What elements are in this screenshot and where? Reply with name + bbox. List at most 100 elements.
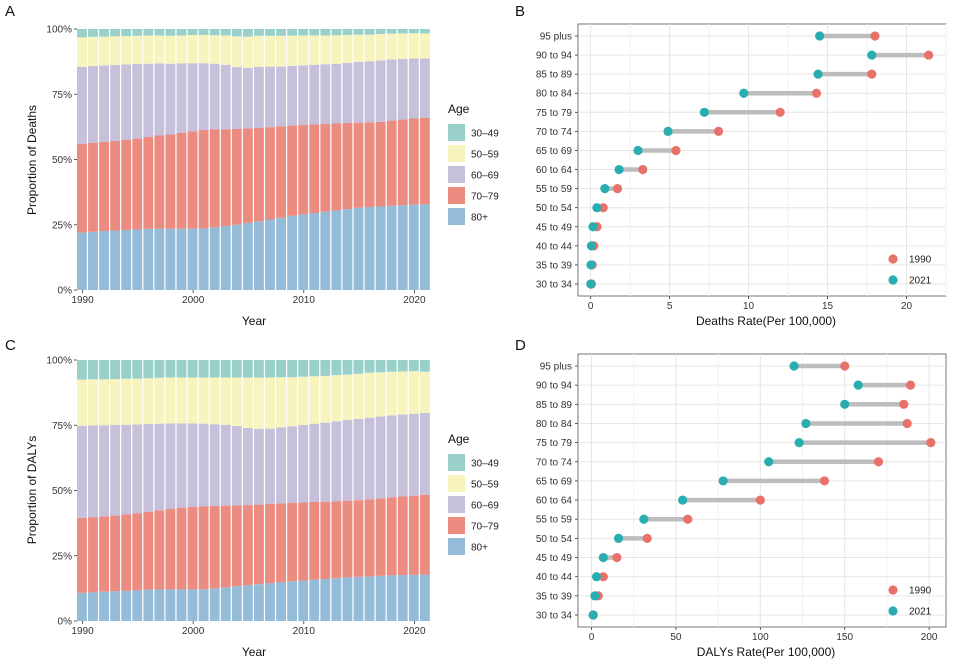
panel-b-category-label-90-to-94: 90 to 94 [536, 51, 573, 62]
panel-d-plot [577, 353, 947, 628]
panel-a-legend-swatch-70-79 [448, 187, 465, 204]
panel-c-bar-2006-30-49 [254, 360, 264, 378]
panel-d-point-1990-50-to-54 [642, 533, 652, 543]
panel-a-bar-1996-80 [143, 228, 154, 290]
panel-a-bar-2019-70-79 [397, 119, 408, 206]
panel-a-bar-2000-30-49 [187, 29, 198, 35]
panel-a-bar-2014-80 [342, 209, 353, 290]
panel-c-x-tick-label: 2010 [293, 626, 316, 637]
panel-c-bar-2015-70-79 [353, 500, 364, 577]
panel-c-bar-2017-80 [375, 575, 386, 621]
panel-c-x-ticks: 1990 2000 2010 2020 [71, 621, 426, 637]
panel-c-bar-2019-60-69 [397, 414, 408, 497]
panel-d-category-label-65-to-69: 65 to 69 [536, 476, 573, 487]
panel-a-bar-2021-70-79 [419, 117, 430, 205]
panel-a-y-tick-label: 75% [52, 90, 72, 101]
panel-a-bar-1990-50-59 [77, 37, 87, 67]
panel-a-bar-2008-80 [276, 217, 286, 290]
panel-c-bar-1990-70-79 [77, 517, 87, 593]
panel-c-bar-2000-80 [187, 589, 198, 621]
panel-c-bar-2014-60-69 [342, 420, 353, 501]
panel-a-bar-1997-80 [154, 228, 165, 290]
panel-b-point-2021-60-to-64 [614, 164, 624, 175]
panel-c-y-title: Proportion of DALYs [25, 436, 39, 545]
panel-a-bar-2006-60-69 [254, 66, 264, 128]
panel-c-legend-swatch-60-69 [448, 496, 465, 513]
panel-c-bar-2011-50-59 [309, 376, 320, 424]
panel-d-category-label-95-plus: 95 plus [540, 362, 572, 373]
panel-a-bar-2014-30-49 [342, 29, 353, 35]
panel-c-legend-label-30-49: 30–49 [471, 459, 499, 470]
panel-b-x-tick-label: 20 [901, 301, 913, 312]
panel-d-y-ticks: 95 plus 90 to 94 85 to 89 80 to 84 75 to 79 7… [536, 362, 578, 622]
panel-c-bar-2004-50-59 [231, 377, 242, 427]
panel-a-bar-2019-60-69 [397, 59, 408, 120]
panel-a-bar-2007-60-69 [265, 66, 275, 128]
panel-c-bar-2018-50-59 [386, 371, 397, 416]
panel-c-bar-2007-30-49 [265, 360, 275, 378]
panel-c-bar-2021-30-49 [419, 360, 430, 372]
panel-b-category-label-80-to-84: 80 to 84 [536, 89, 573, 100]
panel-c-bar-1994-30-49 [121, 360, 132, 379]
panel-a-bar-2017-80 [375, 206, 386, 290]
panel-d-category-label-40-to-44: 40 to 44 [536, 572, 573, 583]
panel-c-bar-2018-60-69 [386, 415, 397, 498]
panel-a-bar-2015-80 [353, 207, 364, 290]
panel-a-y-tick-label: 0% [58, 286, 73, 297]
panel-c-bar-1991-50-59 [88, 379, 98, 426]
panel-c-bar-2004-60-69 [231, 426, 242, 506]
panel-d-category-label-60-to-64: 60 to 64 [536, 496, 573, 507]
panel-c-bar-1992-60-69 [99, 425, 109, 517]
panel-b-point-1990-95-plus [870, 31, 880, 41]
panel-a-bar-1993-60-69 [110, 65, 121, 141]
panel-a-bar-2011-50-59 [309, 35, 320, 65]
panel-c-bar-2020-50-59 [408, 371, 419, 414]
panel-a-bar-2008-30-49 [276, 29, 286, 36]
panel-c-bar-2018-80 [386, 575, 397, 621]
panel-a-bar-2000-50-59 [187, 35, 198, 64]
panel-a-bar-2003-50-59 [220, 35, 231, 65]
panel-c-bar-1996-80 [143, 589, 154, 621]
panel-d-category-label-45-to-49: 45 to 49 [536, 553, 573, 564]
panel-c-bar-1994-60-69 [121, 424, 132, 515]
panel-d-x-tick-label: 100 [752, 632, 769, 643]
panel-a-bar-2004-80 [231, 224, 242, 290]
panel-c-bar-2013-70-79 [331, 501, 342, 579]
panel-d-point-2021-90-to-94 [853, 380, 863, 390]
panel-a-bar-2017-70-79 [375, 121, 386, 207]
panel-c-bar-1995-60-69 [132, 424, 143, 514]
panel-d-category-label-35-to-39: 35 to 39 [536, 591, 573, 602]
panel-a-bar-2008-70-79 [276, 126, 286, 218]
panel-c-bar-2017-60-69 [375, 416, 386, 499]
panel-c-bar-1991-80 [88, 592, 98, 621]
panel-c-bar-1998-70-79 [165, 509, 176, 590]
panel-a-bar-2000-70-79 [187, 131, 198, 229]
panel-c-bar-2011-60-69 [309, 423, 320, 502]
panel-a-bar-2010-70-79 [298, 124, 309, 215]
panel-d-category-label-85-to-89: 85 to 89 [536, 400, 573, 411]
panel-c-bar-2010-80 [298, 580, 309, 621]
panel-c-bar-1993-50-59 [110, 379, 121, 425]
panel-d-dalys-rate: D 95 plus 90 to 94 85 to 89 80 to 84 75 to 7… [515, 337, 947, 659]
panel-d-point-2021-30-to-34 [588, 610, 598, 620]
panel-b-point-1990-90-to-94 [924, 50, 934, 60]
panel-d-point-1990-75-to-79 [926, 438, 936, 448]
panel-b-point-1990-55-to-59 [612, 184, 623, 194]
panel-c-bar-2015-30-49 [353, 360, 364, 374]
panel-c-bar-2009-70-79 [287, 503, 298, 582]
panel-a-bar-1991-30-49 [88, 29, 98, 37]
panel-a-bar-2003-30-49 [220, 29, 231, 36]
panel-c-bar-1998-80 [165, 589, 176, 621]
panel-a-bar-2004-30-49 [231, 29, 242, 37]
panel-a-bar-1993-70-79 [110, 140, 121, 231]
panel-c-legend-swatch-80 [448, 538, 465, 555]
panel-a-bar-2019-50-59 [397, 33, 408, 60]
panel-b-x-tick-label: 15 [822, 301, 834, 312]
panel-c-bar-1991-70-79 [88, 517, 98, 593]
panel-c-y-tick-label: 25% [52, 551, 72, 562]
panel-a-bar-1997-60-69 [154, 63, 165, 136]
panel-c-bar-2011-30-49 [309, 360, 320, 377]
panel-a-bar-1995-70-79 [132, 138, 143, 230]
panel-c-bar-2010-50-59 [298, 376, 309, 425]
panel-c-bar-1994-50-59 [121, 378, 132, 425]
